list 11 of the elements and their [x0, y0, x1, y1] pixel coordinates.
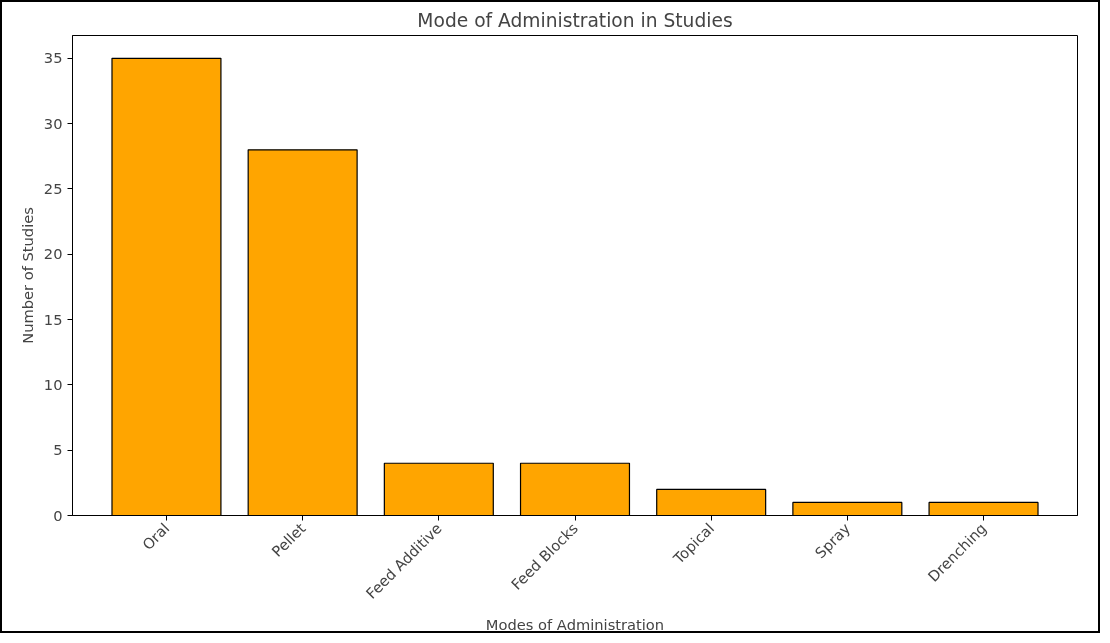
y-tick-label: 0 [53, 506, 63, 524]
chart-title: Mode of Administration in Studies [417, 9, 733, 31]
y-tick-label: 5 [53, 441, 63, 459]
y-tick-label: 35 [43, 49, 63, 67]
y-tick-label: 15 [43, 310, 63, 328]
x-axis-title: Modes of Administration [485, 615, 665, 633]
y-tick-label: 30 [43, 114, 63, 132]
y-tick-label: 25 [43, 179, 63, 197]
y-tick-label: 10 [43, 375, 63, 393]
y-tick-label: 20 [43, 245, 63, 263]
y-axis-title: Number of Studies [18, 207, 36, 344]
